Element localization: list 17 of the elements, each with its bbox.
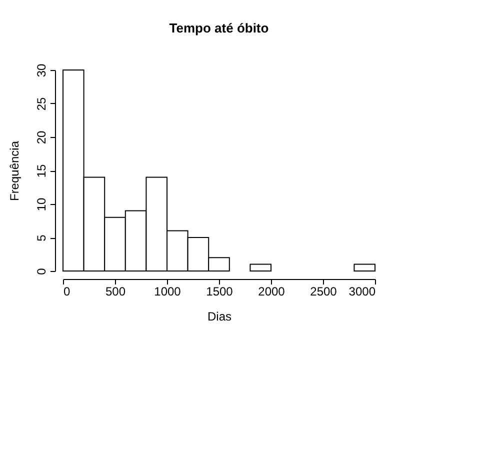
y-tick-label: 5 (34, 234, 48, 242)
x-axis-title: Dias (207, 310, 232, 324)
x-tick-label: 3000 (348, 284, 376, 298)
y-tick-label: 20 (34, 130, 48, 144)
y-tick-label: 15 (34, 164, 48, 178)
x-tick-label: 1500 (206, 284, 234, 298)
y-axis-title: Frequência (8, 140, 22, 202)
y-tick-label: 30 (34, 64, 48, 78)
x-tick-label: 1000 (154, 284, 182, 298)
y-tick-label: 25 (34, 97, 48, 111)
chart-title: Tempo até óbito (169, 20, 269, 36)
x-tick-label: 2000 (258, 284, 286, 298)
y-tick-label: 10 (34, 198, 48, 212)
x-tick-label: 500 (105, 284, 126, 298)
y-tick-label: 0 (34, 268, 48, 275)
x-tick-label: 0 (64, 284, 70, 298)
x-tick-label: 2500 (310, 284, 338, 298)
